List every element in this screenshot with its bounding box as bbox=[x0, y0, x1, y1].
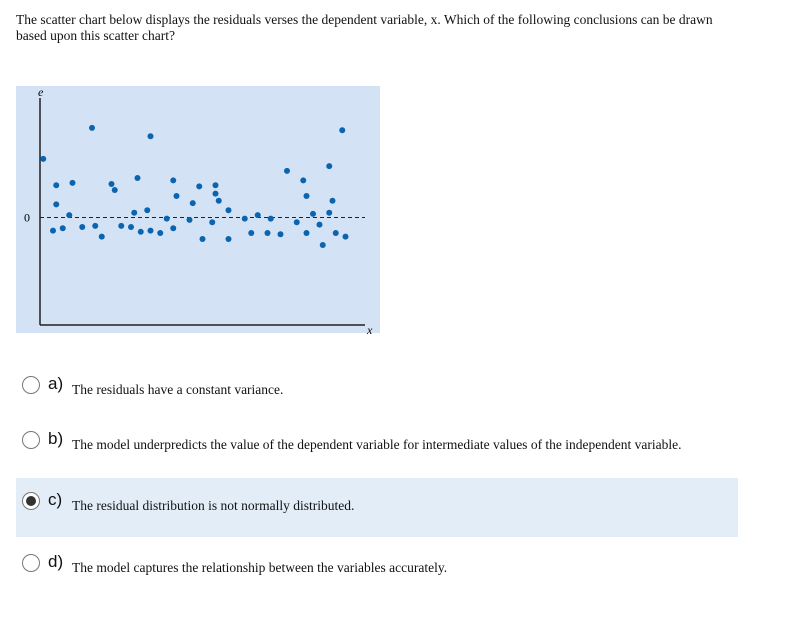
point bbox=[53, 182, 60, 189]
y-tick-label: 0 bbox=[24, 210, 30, 224]
point bbox=[163, 215, 170, 222]
point bbox=[137, 228, 144, 235]
point bbox=[300, 177, 307, 184]
point bbox=[225, 235, 232, 242]
point bbox=[212, 190, 219, 197]
point bbox=[69, 179, 76, 186]
point bbox=[118, 222, 125, 229]
point bbox=[326, 209, 333, 216]
point bbox=[50, 227, 56, 234]
radio-button[interactable] bbox=[22, 376, 40, 394]
point bbox=[264, 230, 271, 237]
option-letter: a) bbox=[48, 374, 64, 393]
option: a) The residuals have a constant variance… bbox=[16, 370, 738, 410]
point bbox=[89, 124, 95, 131]
point bbox=[186, 216, 193, 223]
point bbox=[144, 207, 151, 214]
option: d) The model captures the relationship be… bbox=[16, 548, 738, 588]
radio-button[interactable] bbox=[22, 431, 40, 449]
option-text[interactable]: The model underpredicts the value of the… bbox=[72, 437, 682, 452]
point bbox=[329, 197, 336, 204]
point bbox=[92, 222, 99, 229]
point bbox=[310, 210, 316, 217]
option-letter: d) bbox=[48, 552, 64, 571]
point bbox=[339, 127, 346, 134]
y-axis-label: e bbox=[38, 85, 44, 99]
radio-button[interactable] bbox=[22, 492, 40, 510]
option-text[interactable]: The residuals have a constant variance. bbox=[72, 382, 284, 397]
point bbox=[248, 230, 255, 237]
point bbox=[212, 182, 219, 189]
point bbox=[98, 233, 105, 240]
point bbox=[189, 200, 196, 207]
point bbox=[111, 186, 118, 193]
point bbox=[319, 241, 326, 248]
point bbox=[332, 230, 339, 237]
point bbox=[147, 133, 154, 140]
point bbox=[170, 225, 177, 232]
point bbox=[147, 227, 154, 234]
point bbox=[303, 192, 310, 199]
point bbox=[225, 207, 232, 214]
point bbox=[326, 163, 333, 170]
point bbox=[293, 219, 300, 226]
point bbox=[66, 212, 73, 219]
point bbox=[199, 235, 206, 242]
point bbox=[215, 197, 222, 204]
point bbox=[342, 233, 349, 240]
radio-button[interactable] bbox=[22, 554, 40, 572]
chart: e x 0 bbox=[16, 85, 380, 337]
option: b) The model underpredicts the value of t… bbox=[16, 425, 738, 475]
option-text[interactable]: The residual distribution is not normall… bbox=[72, 498, 355, 513]
point bbox=[316, 221, 323, 228]
point bbox=[196, 183, 203, 190]
point bbox=[79, 224, 86, 231]
point bbox=[53, 201, 60, 208]
option: c) The residual distribution is not norma… bbox=[16, 478, 738, 537]
point bbox=[303, 230, 310, 237]
x-axis-label: x bbox=[366, 323, 373, 337]
point bbox=[267, 215, 274, 222]
point bbox=[131, 209, 138, 216]
point bbox=[277, 231, 284, 238]
point bbox=[170, 177, 177, 184]
point bbox=[59, 225, 66, 232]
option-letter: c) bbox=[48, 490, 63, 509]
point bbox=[157, 230, 164, 237]
question: The scatter chart below displays the res… bbox=[16, 12, 713, 43]
point bbox=[128, 224, 134, 231]
point bbox=[173, 192, 180, 199]
point bbox=[134, 175, 141, 182]
point bbox=[241, 215, 248, 222]
point bbox=[254, 212, 261, 219]
chart-background bbox=[16, 86, 380, 333]
point bbox=[108, 181, 115, 188]
point bbox=[284, 167, 290, 174]
option-text[interactable]: The model captures the relationship betw… bbox=[72, 560, 448, 575]
point bbox=[40, 155, 47, 162]
point bbox=[209, 219, 216, 226]
option-letter: b) bbox=[48, 429, 64, 448]
